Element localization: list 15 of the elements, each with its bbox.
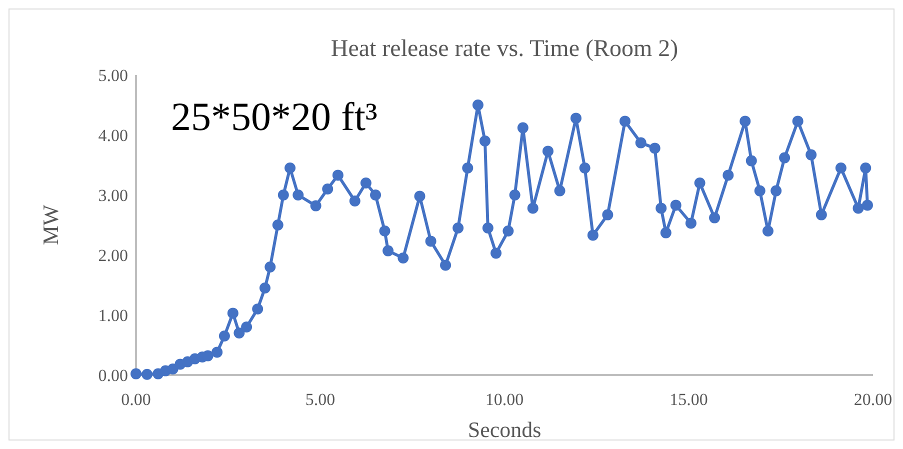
x-tick-label: 5.00 bbox=[305, 390, 336, 409]
annotation: 25*50*20 ft³ bbox=[171, 94, 378, 139]
y-tick-label: 5.00 bbox=[98, 66, 128, 85]
x-tick-label: 15.00 bbox=[670, 390, 708, 409]
y-tick-label: 0.00 bbox=[98, 366, 128, 385]
y-tick-label: 2.00 bbox=[98, 246, 128, 265]
chart-title: Heat release rate vs. Time (Room 2) bbox=[330, 36, 678, 62]
y-tick-label: 3.00 bbox=[98, 186, 128, 205]
x-tick-label: 20.00 bbox=[854, 390, 892, 409]
y-tick-label: 1.00 bbox=[98, 306, 128, 325]
x-tick-label: 0.00 bbox=[121, 390, 151, 409]
x-tick-label: 10.00 bbox=[485, 390, 524, 409]
y-axis-title: MW bbox=[38, 204, 63, 246]
y-tick-label: 4.00 bbox=[98, 126, 128, 145]
x-axis-title: Seconds bbox=[468, 417, 542, 442]
